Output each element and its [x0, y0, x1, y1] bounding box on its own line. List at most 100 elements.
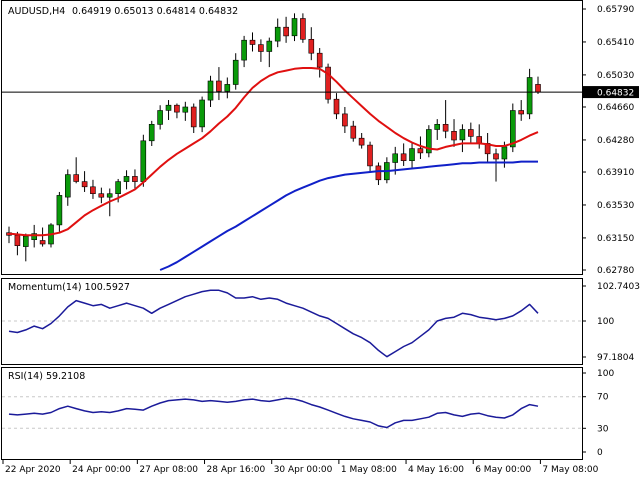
candle-body: [509, 110, 516, 148]
candle-body: [274, 26, 281, 42]
candle-body: [224, 84, 231, 92]
bullish-candle: [182, 101, 189, 121]
bearish-candle: [333, 93, 340, 120]
candle-body: [283, 26, 289, 37]
time-axis: 22 Apr 2020 24 Apr 00:00 27 Apr 08:00 28 Ap…: [2, 460, 599, 475]
bearish-candle: [400, 143, 407, 166]
bearish-candle: [283, 16, 289, 43]
candle-body: [350, 125, 357, 139]
candle-body: [81, 181, 88, 188]
bullish-candle: [526, 68, 533, 120]
bearish-candle: [316, 48, 323, 78]
moving-averages: [8, 67, 539, 271]
rsi-tick-label: 100: [597, 369, 614, 379]
candle-body: [459, 129, 466, 141]
bearish-candle: [358, 132, 365, 149]
candle-body: [409, 148, 415, 162]
candle-body: [148, 124, 155, 142]
bullish-candle: [409, 142, 415, 168]
bearish-candle: [216, 67, 222, 101]
candle-body: [258, 44, 264, 52]
candle-body: [90, 186, 96, 195]
bearish-candle: [442, 100, 449, 139]
candle-body: [316, 52, 323, 68]
bullish-candle: [123, 170, 130, 190]
bearish-candle: [190, 103, 197, 133]
bearish-candle: [39, 227, 46, 247]
bearish-candle: [350, 120, 357, 142]
bearish-candle: [73, 157, 79, 184]
momentum-line: [8, 289, 539, 358]
bearish-candle: [417, 136, 424, 160]
slow-moving-average-line: [159, 160, 538, 271]
rsi-tick-label: 0: [597, 448, 603, 458]
bearish-candle: [451, 119, 457, 147]
price-tick-label: 0.64660: [597, 103, 634, 113]
price-tick-label: 0.63150: [597, 234, 634, 244]
candle-body: [535, 84, 541, 93]
rsi-series: [8, 397, 539, 429]
rsi-tick-label: 30: [597, 424, 609, 434]
bullish-candle: [266, 37, 273, 68]
candle-body: [98, 193, 105, 198]
momentum-tick-label: 100: [597, 317, 614, 327]
candle-body: [106, 193, 113, 198]
candle-body: [140, 140, 147, 182]
bullish-candle: [224, 77, 231, 99]
candle-body: [526, 77, 533, 115]
candle-body: [56, 195, 63, 226]
momentum-axis: 102.7403 100 97.1804: [2, 282, 640, 363]
candle-body: [476, 136, 483, 144]
candle-body: [375, 165, 382, 181]
candle-body: [65, 174, 71, 198]
chart-symbol-label: AUDUSD,H4: [8, 6, 65, 17]
time-tick-label: 30 Apr 00:00: [274, 465, 333, 475]
candle-body: [14, 235, 21, 247]
bullish-candle: [148, 120, 155, 147]
bearish-candle: [132, 169, 138, 189]
price-tick-label: 0.65410: [597, 38, 634, 48]
bullish-candle: [65, 169, 71, 206]
bullish-candle: [56, 191, 63, 232]
candle-body: [249, 39, 256, 45]
candle-body: [190, 106, 197, 128]
bullish-candle: [425, 125, 432, 158]
momentum-series: [8, 289, 539, 358]
bearish-candle: [493, 148, 499, 182]
time-tick-label: 27 Apr 08:00: [139, 465, 198, 475]
momentum-tick-label: 97.1804: [597, 353, 634, 363]
rsi-line: [8, 397, 539, 429]
bearish-candle: [325, 63, 331, 104]
chart-ohlc-values: 0.64919 0.65013 0.64814 0.64832: [72, 6, 238, 17]
bearish-candle: [81, 171, 88, 192]
bullish-candle: [274, 18, 281, 48]
candlestick-series: [6, 13, 541, 262]
current-price-value: 0.64832: [597, 89, 634, 99]
price-tick-label: 0.65030: [597, 71, 634, 81]
bearish-candle: [367, 141, 373, 172]
bearish-candle: [518, 100, 525, 121]
candle-body: [291, 18, 298, 37]
candle-body: [123, 176, 130, 182]
rsi-title: RSI(14) 59.2108: [8, 371, 85, 382]
candle-body: [300, 18, 306, 40]
bearish-candle: [467, 122, 474, 144]
bullish-candle: [434, 119, 441, 140]
rsi-panel: [1, 367, 583, 460]
candle-body: [216, 80, 222, 92]
time-tick-label: 28 Apr 16:00: [207, 465, 266, 475]
bearish-candle: [90, 179, 96, 199]
bullish-candle: [232, 53, 239, 90]
candle-body: [333, 98, 340, 115]
time-tick-label: 1 May 08:00: [341, 465, 397, 475]
candle-body: [232, 59, 239, 85]
candle-body: [174, 104, 180, 113]
candle-body: [493, 153, 499, 160]
candle-body: [132, 176, 138, 182]
candle-body: [518, 110, 525, 115]
momentum-tick-label: 102.7403: [597, 282, 640, 292]
candle-body: [434, 124, 441, 130]
candle-body: [165, 104, 172, 111]
candle-body: [367, 144, 373, 167]
